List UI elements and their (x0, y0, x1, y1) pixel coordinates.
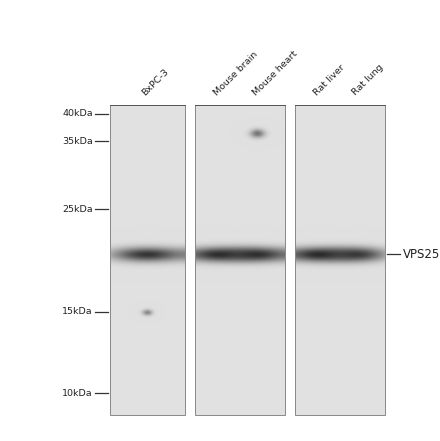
Text: 25kDa: 25kDa (62, 205, 93, 213)
Bar (295, 105, 385, 415)
Text: BxPC-3: BxPC-3 (141, 67, 171, 97)
Text: 15kDa: 15kDa (62, 307, 93, 317)
Text: 10kDa: 10kDa (62, 389, 93, 397)
Bar (195, 105, 285, 415)
Text: Rat lung: Rat lung (351, 63, 385, 97)
Text: Mouse heart: Mouse heart (251, 49, 299, 97)
Text: VPS25: VPS25 (403, 247, 440, 261)
Bar (110, 105, 185, 415)
Text: 40kDa: 40kDa (62, 109, 93, 119)
Text: Mouse brain: Mouse brain (212, 49, 259, 97)
Text: 35kDa: 35kDa (62, 137, 93, 146)
Text: Rat liver: Rat liver (312, 63, 346, 97)
